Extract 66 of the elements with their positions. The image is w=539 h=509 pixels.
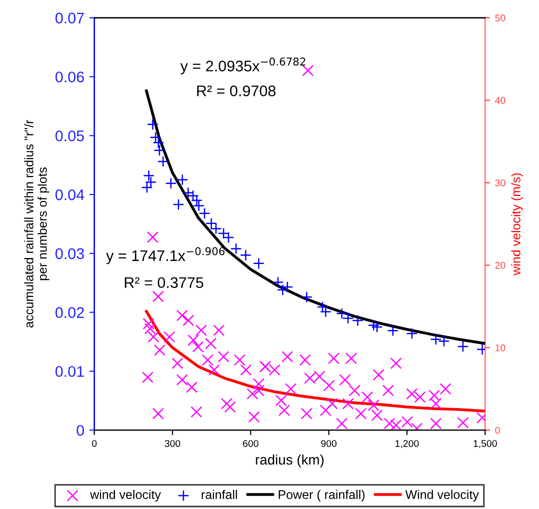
point bbox=[154, 144, 166, 156]
line-series bbox=[145, 310, 486, 413]
y2-tick-label: 10 bbox=[496, 344, 506, 352]
point bbox=[230, 242, 242, 254]
x-tick-label: 300 bbox=[164, 440, 180, 447]
x-axis-title: radius (km) bbox=[256, 454, 324, 468]
x-tick-label: 0 bbox=[92, 440, 97, 447]
point bbox=[457, 340, 469, 352]
point bbox=[406, 328, 418, 340]
y2-tick-label: 50 bbox=[495, 14, 506, 22]
y-tick-label: 0.02 bbox=[55, 307, 84, 318]
point bbox=[252, 258, 264, 270]
x-tick-label: 900 bbox=[321, 440, 337, 447]
point bbox=[206, 218, 218, 230]
point bbox=[368, 319, 380, 332]
point bbox=[387, 324, 399, 336]
point bbox=[152, 136, 164, 148]
point bbox=[218, 228, 230, 240]
x-tick-label: 1,500 bbox=[474, 440, 497, 448]
y-tick-label: 0.05 bbox=[55, 130, 84, 142]
point bbox=[190, 194, 202, 206]
point bbox=[165, 178, 177, 190]
y2-axis-title: wind velocity (m/s) bbox=[511, 173, 523, 276]
annotation: R² = 0.9708 bbox=[197, 85, 276, 96]
point bbox=[336, 308, 348, 320]
y-tick-label: 0.07 bbox=[55, 12, 84, 24]
y-tick-label: 0 bbox=[76, 424, 84, 436]
point bbox=[198, 208, 210, 220]
point bbox=[240, 249, 252, 261]
point bbox=[182, 186, 194, 199]
y2-tick-label: 30 bbox=[495, 179, 506, 186]
point bbox=[210, 222, 222, 234]
point bbox=[342, 312, 354, 324]
point bbox=[222, 232, 234, 244]
y-tick-label: 0.06 bbox=[55, 72, 84, 82]
legend-label: rainfall bbox=[202, 490, 237, 500]
point bbox=[430, 334, 442, 346]
annotation: y = 2.0935x$^{−0.6782}$ bbox=[180, 58, 306, 74]
point bbox=[172, 198, 184, 210]
point bbox=[371, 321, 383, 333]
point bbox=[352, 314, 364, 326]
point bbox=[150, 132, 162, 144]
legend-label: Power ( rainfall) bbox=[278, 490, 365, 502]
annotation: R² = 0.3775 bbox=[124, 277, 204, 288]
legend-label: wind velocity bbox=[90, 490, 161, 502]
y2-tick-label: 20 bbox=[495, 262, 506, 269]
point bbox=[143, 170, 155, 182]
y-axis-title: accumulated rainfall within radius "r"/r per numbers of plots bbox=[24, 120, 50, 328]
legend-label: Wind velocity bbox=[405, 490, 479, 502]
point bbox=[438, 335, 450, 347]
point bbox=[272, 276, 284, 288]
y-tick-label: 0.01 bbox=[55, 366, 84, 377]
x-tick-label: 600 bbox=[243, 440, 258, 447]
point bbox=[146, 118, 158, 130]
point bbox=[157, 156, 169, 168]
x-tick-label: 1,200 bbox=[396, 440, 419, 448]
point bbox=[176, 174, 188, 186]
point bbox=[187, 190, 199, 202]
y2-tick-label: 40 bbox=[495, 97, 506, 104]
point bbox=[316, 301, 328, 313]
y-tick-label: 0.04 bbox=[55, 189, 84, 200]
point bbox=[300, 291, 312, 303]
y-tick-label: 0.03 bbox=[55, 248, 84, 260]
y2-tick-label: 0 bbox=[495, 426, 500, 434]
annotation: y = 1747.1x$^{−0.906}$ bbox=[106, 247, 225, 264]
point bbox=[193, 200, 205, 212]
